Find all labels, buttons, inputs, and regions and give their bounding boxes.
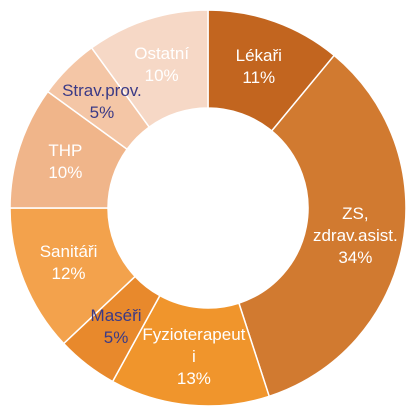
value-label: 12% <box>51 264 86 284</box>
category-label: Lékaři <box>235 45 282 65</box>
slice-label: Ostatní 10% <box>110 43 214 87</box>
value-label: 10% <box>144 66 179 86</box>
slice-label: Fyzioterapeuti 13% <box>142 324 246 390</box>
value-label: 10% <box>48 162 83 182</box>
category-label: Maséři <box>90 305 142 325</box>
slice-label: Lékaři 11% <box>207 45 311 89</box>
wedge <box>237 54 407 398</box>
value-label: 5% <box>103 327 129 347</box>
category-label: ZS, zdrav.asist. <box>312 204 398 246</box>
slice-label: THP 10% <box>13 140 117 184</box>
value-label: 34% <box>338 248 373 268</box>
value-label: 11% <box>242 67 276 87</box>
slice-label: ZS, zdrav.asist. 34% <box>303 203 407 269</box>
category-label: Fyzioterapeuti <box>142 325 246 367</box>
slice-label: Strav.prov. 5% <box>50 80 154 124</box>
wedge <box>90 9 209 129</box>
category-label: Sanitáři <box>39 242 98 262</box>
value-label: 13% <box>176 369 211 389</box>
slice-label: Sanitáři 12% <box>17 241 121 285</box>
slice-label: Maséři 5% <box>64 305 168 349</box>
category-label: Strav.prov. <box>62 80 142 100</box>
category-label: THP <box>48 140 83 160</box>
value-label: 5% <box>89 102 115 122</box>
category-label: Ostatní <box>134 44 190 64</box>
